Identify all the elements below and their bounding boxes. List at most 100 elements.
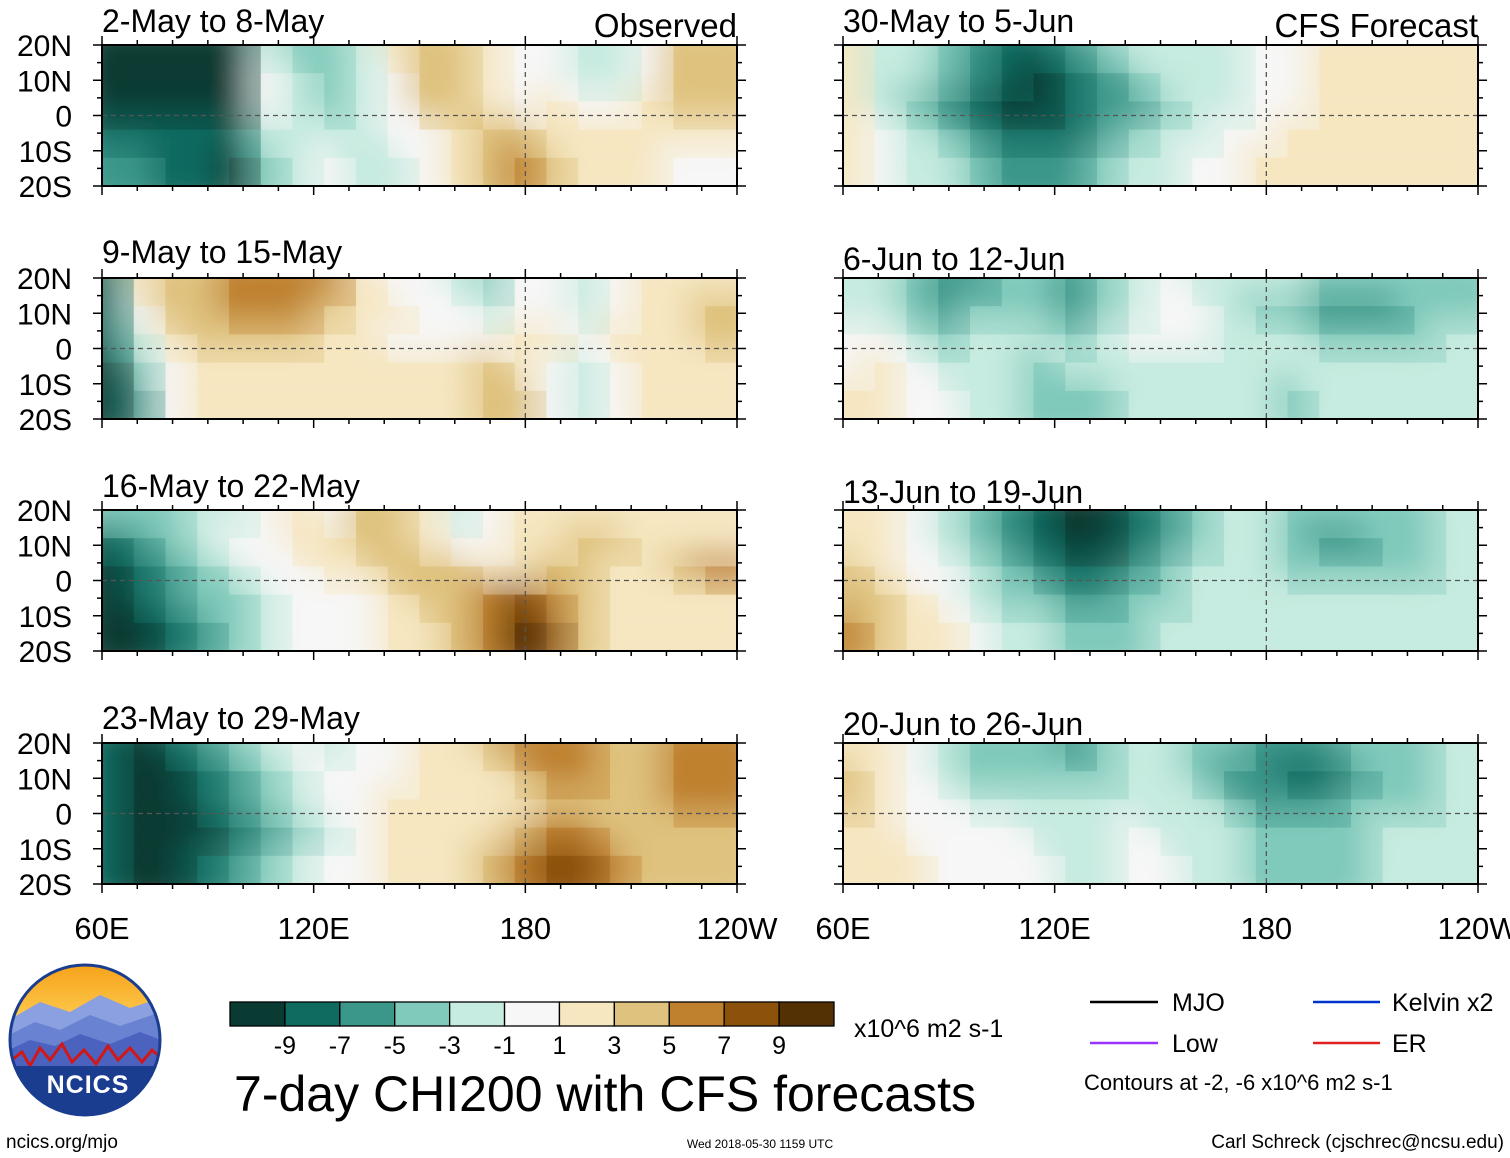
lon-tick-label: 60E (815, 911, 870, 946)
field-cell-overlay (843, 362, 876, 392)
field-cell-overlay (260, 622, 293, 651)
field-cell-overlay (705, 101, 737, 131)
field-cell-overlay (229, 510, 262, 539)
field-cell-overlay (514, 129, 547, 159)
field-cell-overlay (874, 622, 907, 651)
field-cell-overlay (1224, 73, 1257, 102)
panel-title: 2-May to 8-May (102, 3, 324, 39)
field-cell-overlay (229, 306, 262, 335)
field-cell-overlay (1192, 129, 1225, 159)
field-cell-overlay (1382, 827, 1415, 857)
field-cell-overlay (451, 743, 484, 772)
legend-label-mjo: MJO (1172, 989, 1225, 1017)
field-cell-overlay (874, 390, 907, 419)
field-cell-overlay (843, 278, 876, 307)
colorbar-tick-label: 3 (607, 1032, 621, 1060)
legend-label-er: ER (1392, 1030, 1427, 1058)
colorbar-tick-label: -9 (274, 1032, 296, 1060)
field-cell-overlay (874, 362, 907, 392)
field-cell-overlay (1446, 827, 1478, 857)
field-cell-overlay (387, 622, 420, 651)
field-cell-overlay (970, 390, 1003, 419)
field-cell-overlay (1319, 306, 1352, 335)
colorbar-tick-label: 7 (717, 1032, 731, 1060)
field-cell-overlay (1001, 743, 1034, 772)
field-cell (1428, 837, 1478, 884)
field-cell-overlay (260, 306, 293, 335)
field-cell-overlay (514, 622, 547, 651)
field-cell-overlay (356, 157, 389, 186)
field-cell-overlay (1097, 855, 1130, 884)
field-cell-overlay (419, 362, 452, 392)
lon-tick-label: 180 (1240, 911, 1292, 946)
colorbar-swatch (723, 1001, 780, 1027)
field-cell-overlay (197, 771, 230, 800)
panel-title: 9-May to 15-May (102, 234, 342, 270)
field-cell-overlay (133, 594, 166, 624)
field-cell-overlay (970, 827, 1003, 857)
lat-tick-label: 10N (17, 530, 72, 563)
field-cell-overlay (1160, 390, 1193, 419)
field-cell-overlay (610, 510, 643, 539)
field-cell-overlay (705, 855, 737, 884)
field-cell-overlay (673, 390, 706, 419)
field-cell-overlay (514, 73, 547, 102)
field-cell-overlay (843, 129, 876, 159)
field-cell-overlay (1160, 278, 1193, 307)
field-cell-overlay (546, 362, 579, 392)
field-cell-overlay (1382, 538, 1415, 567)
colorbar-tick-label: 9 (772, 1032, 786, 1060)
field-cell-overlay (419, 73, 452, 102)
field-cell-overlay (843, 566, 876, 596)
field-cell-overlay (610, 771, 643, 800)
website-link[interactable]: ncics.org/mjo (6, 1132, 118, 1153)
colorbar-tick-label: -3 (439, 1032, 461, 1060)
field-cell-overlay (1033, 538, 1066, 567)
field-cell-overlay (133, 306, 166, 335)
field-cell-overlay (641, 278, 674, 307)
field-cell-overlay (197, 157, 230, 186)
field-cell-overlay (165, 538, 198, 567)
field-cell-overlay (1255, 390, 1288, 419)
field-cell-overlay (610, 390, 643, 419)
field-cell-overlay (1033, 594, 1066, 624)
field-cell-overlay (938, 538, 971, 567)
field-cell-overlay (578, 771, 611, 800)
field-cell-overlay (1414, 157, 1447, 186)
field-cell-overlay (324, 157, 357, 186)
field-cell-overlay (578, 73, 611, 102)
field-cell-overlay (1224, 771, 1257, 800)
field-cell-overlay (1255, 594, 1288, 624)
field-cell-overlay (843, 827, 876, 857)
field-cell-overlay (1287, 510, 1320, 539)
field-cell-overlay (165, 278, 198, 307)
field-cell-overlay (1255, 129, 1288, 159)
field-cell-overlay (1033, 855, 1066, 884)
field-cell-overlay (1446, 538, 1478, 567)
field-cell-overlay (229, 538, 262, 567)
field-cell-overlay (1033, 771, 1066, 800)
field-cell-overlay (483, 73, 516, 102)
field-cell (687, 837, 737, 884)
field-cell-overlay (229, 771, 262, 800)
field-cell-overlay (1224, 743, 1257, 772)
field-cell-overlay (906, 827, 939, 857)
field-cell-overlay (292, 594, 325, 624)
colorbar-swatch (503, 1001, 561, 1027)
field-cell-overlay (292, 129, 325, 159)
field-cell-overlay (514, 157, 547, 186)
field-cell-overlay (324, 771, 357, 800)
field-cell-overlay (197, 594, 230, 624)
field-cell-overlay (229, 855, 262, 884)
lat-tick-label: 20N (17, 30, 72, 63)
field-cell-overlay (705, 799, 737, 829)
field-cell-overlay (483, 510, 516, 539)
field-cell-overlay (451, 827, 484, 857)
field-cell-overlay (1446, 73, 1478, 102)
field-cell-overlay (1382, 510, 1415, 539)
field-cell-overlay (483, 306, 516, 335)
field-cell-overlay (324, 362, 357, 392)
field-cell-overlay (673, 129, 706, 159)
field-cell-overlay (874, 743, 907, 772)
field-cell-overlay (1033, 622, 1066, 651)
